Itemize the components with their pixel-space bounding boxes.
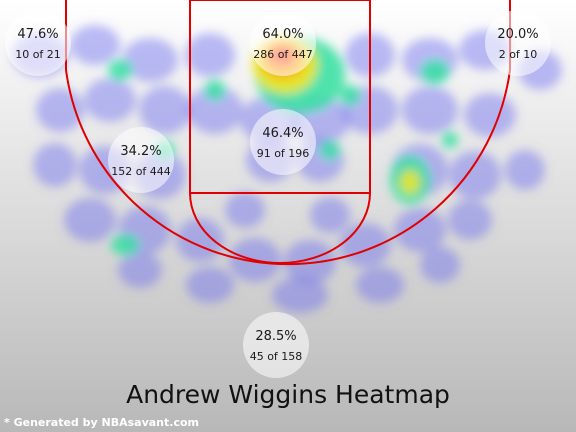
heat-blob-mid	[340, 85, 360, 105]
heat-blob-low	[272, 277, 328, 313]
heat-blob-low	[402, 86, 458, 134]
zone-made-of: 10 of 21	[15, 48, 61, 61]
chart-title: Andrew Wiggins Heatmap	[126, 380, 450, 409]
heat-blob-low	[464, 93, 516, 137]
court-lines	[65, 0, 511, 266]
zone-above-break-three: 28.5% 45 of 158	[243, 312, 309, 378]
heat-blob-low	[284, 240, 336, 284]
heat-blob-low	[70, 25, 120, 65]
zone-made-of: 45 of 158	[250, 350, 303, 363]
zone-percentage: 28.5%	[255, 329, 296, 344]
credit-text: * Generated by NBAsavant.com	[4, 416, 199, 429]
heat-blob-low	[118, 252, 162, 288]
zone-bubble	[250, 10, 316, 76]
zone-layer: 47.6% 10 of 21 64.0% 286 of 447 20.0% 2 of 10…	[5, 10, 551, 378]
heat-blob-low	[310, 197, 350, 233]
zone-made-of: 91 of 196	[257, 147, 310, 160]
heat-blob-low	[505, 150, 545, 190]
zone-made-of: 152 of 444	[111, 165, 171, 178]
zone-restricted-area: 64.0% 286 of 447	[250, 10, 316, 76]
heat-blob-hot-ring	[400, 170, 420, 194]
heat-blob-low	[122, 38, 178, 82]
heat-blob-low	[84, 78, 136, 122]
heat-blob-mid	[108, 60, 132, 80]
heat-blob-low	[185, 33, 235, 77]
zone-right-corner-three: 20.0% 2 of 10	[485, 10, 551, 76]
zone-bubble	[485, 10, 551, 76]
heat-blob-mid	[421, 60, 449, 84]
zone-percentage: 20.0%	[497, 27, 538, 42]
zone-bubble	[250, 109, 316, 175]
three-point-line	[65, 0, 511, 266]
zone-paint-non-ra: 46.4% 91 of 196	[250, 109, 316, 175]
zone-made-of: 2 of 10	[499, 48, 538, 61]
heat-blob-low	[64, 198, 116, 242]
heat-blob-low	[36, 88, 84, 132]
heat-blob-low	[339, 223, 391, 267]
zone-mid-range: 34.2% 152 of 444	[108, 127, 174, 193]
heat-blob-low	[33, 143, 77, 187]
heat-blob-mid	[205, 80, 225, 100]
heat-blob-low	[139, 86, 191, 134]
heat-blob-low	[225, 192, 265, 228]
heat-blob-low	[449, 151, 501, 199]
zone-made-of: 286 of 447	[253, 48, 313, 61]
zone-bubble	[243, 312, 309, 378]
free-throw-circle	[189, 192, 371, 264]
zone-percentage: 34.2%	[120, 144, 161, 159]
heat-blob-low	[187, 86, 243, 134]
heat-blob-mid	[111, 235, 139, 255]
heat-blob-low	[356, 267, 404, 303]
zone-left-corner-three: 47.6% 10 of 21	[5, 10, 71, 76]
heat-blob-low	[448, 200, 492, 240]
heat-blob-mid	[320, 141, 340, 159]
zone-percentage: 64.0%	[262, 27, 303, 42]
zone-bubble	[5, 10, 71, 76]
zone-percentage: 46.4%	[262, 126, 303, 141]
heat-blob-mid	[442, 132, 458, 148]
paint-box	[189, 0, 371, 194]
heat-blob-low	[186, 267, 234, 303]
heat-blob-low	[394, 208, 446, 252]
zone-bubble	[108, 127, 174, 193]
heat-blob-low	[420, 247, 460, 283]
zone-percentage: 47.6%	[17, 27, 58, 42]
